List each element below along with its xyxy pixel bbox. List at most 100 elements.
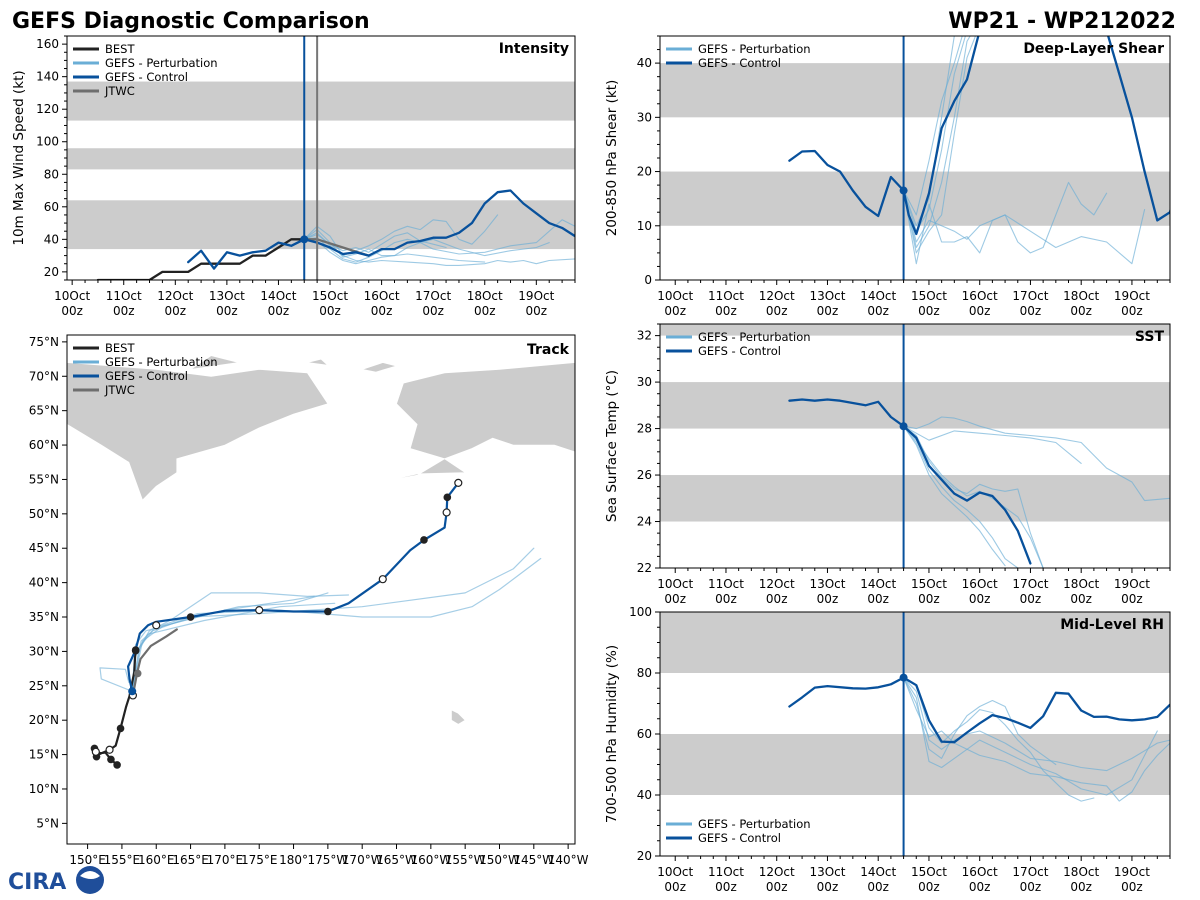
threshold-band: [660, 475, 1170, 522]
x-tick-hour: 00z: [766, 304, 788, 318]
y-tick-label: 10: [637, 219, 652, 233]
x-tick-day: 18Oct: [1063, 865, 1099, 879]
lon-tick-label: 160°W: [410, 853, 451, 867]
x-tick-day: 12Oct: [759, 865, 795, 879]
x-tick-day: 11Oct: [106, 289, 142, 303]
land-mass: [450, 709, 466, 725]
x-tick-hour: 00z: [918, 592, 940, 606]
lon-tick-label: 145°W: [513, 853, 554, 867]
x-tick-hour: 00z: [867, 592, 889, 606]
x-tick-day: 15Oct: [911, 289, 947, 303]
x-tick-day: 16Oct: [962, 289, 998, 303]
y-tick-label: 80: [44, 167, 59, 181]
legend-label: BEST: [105, 341, 135, 355]
sst-panel: 22242628303210Oct00z11Oct00z12Oct00z13Oc…: [604, 323, 1171, 606]
lat-tick-label: 70°N: [29, 369, 59, 383]
x-tick-hour: 00z: [867, 304, 889, 318]
x-tick-day: 14Oct: [860, 577, 896, 591]
x-tick-day: 16Oct: [962, 577, 998, 591]
lon-tick-label: 150°W: [479, 853, 520, 867]
best-fix-marker: [107, 755, 115, 764]
x-tick-hour: 00z: [1020, 592, 1042, 606]
analysis-point: [899, 422, 908, 431]
x-tick-day: 19Oct: [518, 289, 554, 303]
lat-tick-label: 40°N: [29, 576, 59, 590]
cira-logo: CIRA: [8, 866, 104, 895]
track-start-marker: [128, 687, 137, 696]
y-tick-label: 24: [637, 515, 652, 529]
x-tick-hour: 00z: [664, 880, 686, 894]
x-tick-hour: 00z: [1070, 592, 1092, 606]
x-tick-hour: 00z: [1121, 592, 1143, 606]
x-tick-hour: 00z: [1020, 880, 1042, 894]
lat-tick-label: 65°N: [29, 404, 59, 418]
x-tick-day: 13Oct: [209, 289, 245, 303]
legend-label: GEFS - Control: [698, 831, 781, 845]
y-tick-label: 60: [637, 727, 652, 741]
y-tick-label: 60: [44, 200, 59, 214]
y-tick-label: 30: [637, 110, 652, 124]
perturbation-line: [303, 219, 575, 263]
land-mass: [190, 355, 239, 370]
y-tick-label: 20: [637, 849, 652, 863]
y-tick-label: 100: [36, 135, 59, 149]
x-tick-day: 19Oct: [1114, 865, 1150, 879]
x-tick-hour: 00z: [969, 880, 991, 894]
y-tick-label: 40: [44, 232, 59, 246]
perturbation-line: [903, 36, 977, 254]
land-mass: [307, 358, 330, 366]
y-tick-label: 0: [644, 273, 652, 287]
x-tick-day: 13Oct: [809, 289, 845, 303]
intensity-plot-area: [67, 36, 575, 280]
track-map-area: [67, 335, 575, 844]
land-mass: [375, 458, 467, 484]
threshold-band: [660, 382, 1170, 429]
storm-id: WP21 - WP212022: [948, 9, 1176, 34]
x-tick-day: 15Oct: [911, 577, 947, 591]
y-axis-label: 10m Max Wind Speed (kt): [11, 70, 27, 245]
x-tick-day: 15Oct: [312, 289, 348, 303]
lat-tick-label: 20°N: [29, 713, 59, 727]
panel-title: SST: [1135, 329, 1165, 345]
lon-tick-label: 175°E: [241, 853, 278, 867]
x-tick-hour: 00z: [319, 304, 341, 318]
perturbation-line: [903, 36, 966, 232]
jtwc-marker: [133, 669, 142, 678]
best-fix-marker: [113, 761, 121, 769]
plot-background: [660, 324, 1170, 568]
x-tick-hour: 00z: [715, 592, 737, 606]
x-tick-day: 12Oct: [157, 289, 193, 303]
x-tick-hour: 00z: [766, 880, 788, 894]
legend-label: GEFS - Perturbation: [698, 817, 811, 831]
y-tick-label: 140: [36, 70, 59, 84]
x-tick-day: 17Oct: [1012, 577, 1048, 591]
control-fix-marker: [443, 493, 452, 502]
lat-tick-label: 55°N: [29, 472, 59, 486]
lon-tick-label: 155°W: [445, 853, 486, 867]
y-tick-label: 160: [36, 37, 59, 51]
sst-plot-area: [660, 324, 1170, 568]
panel-title: Deep-Layer Shear: [1023, 41, 1164, 57]
lat-tick-label: 5°N: [36, 816, 59, 830]
logo-swirl-icon: [80, 871, 100, 879]
y-tick-label: 22: [637, 561, 652, 575]
lat-tick-label: 25°N: [29, 679, 59, 693]
x-tick-hour: 00z: [715, 304, 737, 318]
threshold-band: [67, 148, 575, 170]
lat-tick-label: 60°N: [29, 438, 59, 452]
lon-tick-label: 165°W: [376, 853, 417, 867]
x-tick-hour: 00z: [766, 592, 788, 606]
x-tick-hour: 00z: [969, 304, 991, 318]
perturbation-line: [903, 677, 1170, 802]
x-tick-hour: 00z: [867, 880, 889, 894]
perturbation-line: [903, 425, 1082, 464]
perturbation-line: [303, 238, 486, 265]
x-tick-hour: 00z: [664, 304, 686, 318]
y-axis-label: Sea Surface Temp (°C): [604, 370, 620, 522]
control-fix-marker: [131, 646, 140, 654]
analysis-point: [899, 673, 908, 682]
control-fix-marker: [324, 607, 332, 616]
x-tick-day: 17Oct: [415, 289, 451, 303]
